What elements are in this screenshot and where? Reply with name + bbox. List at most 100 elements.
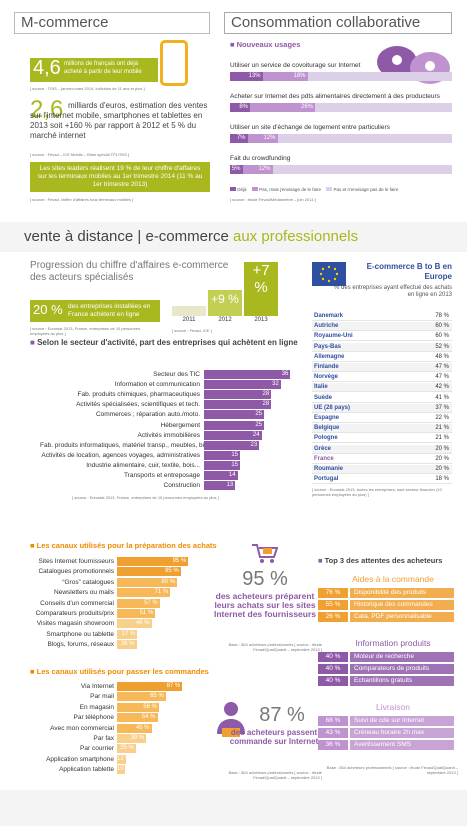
europe-row: Roumanie 20 % (312, 465, 452, 474)
collab-subtitle: ■ Nouveaux usages (230, 40, 301, 49)
chart-category-label: Hébergement (160, 421, 200, 429)
chart-bar: 27 % (117, 629, 138, 639)
progression-title: Progression du chiffre d'affaires e-comm… (30, 260, 229, 283)
mcommerce-title: M-commerce (14, 12, 210, 34)
collab-bar-done: 8% (230, 103, 250, 112)
chart-category-label: Conseils d'un commercial (40, 599, 114, 607)
collab-bar-rest (277, 134, 452, 143)
top3-item-text: Cata. PDF personnalisable (350, 612, 454, 622)
europe-row: Belgique 21 % (312, 424, 452, 434)
chart-category-label: Transports et entreposage (124, 472, 200, 479)
europe-country-name: Suède (314, 394, 333, 401)
europe-country-value: 21 % (435, 425, 449, 432)
top3-item-value: 43 % (318, 728, 348, 738)
collab-bar-heard: 12% (247, 134, 278, 143)
chart-category-label: Fab. produits informatiques, matériel tr… (40, 441, 231, 449)
europe-country-value: 78 % (435, 313, 449, 319)
progression-stat-box: des entreprises installées en France ach… (30, 300, 160, 322)
year-2012: 2012 (218, 317, 232, 323)
europe-country-value: 20 % (435, 445, 449, 452)
vad-band (0, 222, 467, 252)
chart-category-label: Visites magasin showroom (36, 620, 114, 628)
chart-bar: 56 % (117, 702, 159, 712)
europe-country-name: UE (28 pays) (314, 404, 351, 411)
prep-title: ■ Les canaux utilisés pour la préparatio… (30, 541, 217, 550)
top3-item-text: Avertissement SMS (350, 740, 454, 750)
top3-item-value: 68 % (318, 716, 348, 726)
cmd-source: Base : 564 acheteurs professionnels [ so… (228, 770, 322, 780)
top3-item-text: Moteur de recherche (350, 652, 454, 662)
chart-category-label: En magasin (79, 703, 114, 711)
chart-category-label: Commerces ; réparation auto./moto. (95, 411, 200, 419)
chart-bar: 57 % (117, 598, 160, 608)
growth-2013: +7 % (252, 262, 270, 296)
chart-category-label: Activités de location, agences voyages, … (41, 451, 200, 459)
collab-bar-done: 5% (230, 165, 243, 174)
top3-item-text: Disponibilité des produits (350, 588, 454, 598)
top3-item: 40 % Echantillons gratuits (318, 676, 456, 686)
europe-country-name: Royaume-Uni (314, 333, 353, 340)
top3-item-value: 40 % (318, 676, 348, 686)
europe-row: Allemagne 48 % (312, 352, 452, 362)
chart-bar: 87 % (117, 682, 183, 691)
europe-row: Pays-Bas 52 % (312, 342, 452, 352)
europe-row: Grèce 20 % (312, 444, 452, 454)
europe-row: France 20 % (312, 454, 452, 464)
collab-bar-heard: 26% (250, 103, 315, 112)
stat2-value: 2,6 (30, 96, 64, 123)
top3-item-value: 26 % (318, 612, 348, 622)
collab-source: [ source : étude Fevad/Médiamétrie – jui… (230, 197, 316, 202)
chart-bar: 71 % (117, 588, 171, 598)
chart-bar: 10 % (117, 765, 131, 775)
secteur-source: [ source : Eurostat 2013, France, entrep… (72, 495, 219, 500)
chart-bar: 46 % (117, 619, 152, 629)
chart-category-label: Par courrier (80, 745, 114, 753)
europe-source: [ source : Eurostat 2013, toutes les ent… (312, 487, 442, 497)
collab-legend: Déjà Pas, mais j'envisage de le faire Pa… (230, 187, 398, 192)
progression-bar-2011 (172, 306, 206, 316)
top3-item: 68 % Suivi de cde sur Internet (318, 716, 456, 726)
top3-item-value: 40 % (318, 652, 348, 662)
chart-bar: 54 % (117, 713, 158, 723)
europe-country-name: Grèce (314, 445, 332, 452)
europe-subtitle: % des entreprises ayant effectué des ach… (334, 285, 452, 298)
europe-country-value: 52 % (435, 343, 449, 350)
collab-bar-rest (272, 165, 452, 174)
chart-bar: 28 (204, 390, 272, 400)
europe-country-value: 60 % (435, 333, 449, 340)
stat1-text: millions de français ont déjà acheté à p… (64, 61, 142, 75)
chart-category-label: Par téléphone (73, 714, 114, 722)
progression-stat-value: 20 % (33, 302, 63, 317)
europe-title: E-commerce B to B en Europe (366, 262, 452, 281)
stat3-box: Les sites leaders réalisent 19 % de leur… (30, 162, 210, 192)
progression-stat-source: [ source : Eurostat 2013, France, entrep… (30, 326, 141, 336)
chart-category-label: “Gros” catalogues (62, 578, 114, 586)
top3-item-value: 76 % (318, 588, 348, 598)
phone-icon (160, 40, 188, 86)
top3-item: 43 % Créneau horaire 2h max (318, 728, 456, 738)
chart-bar: 26 % (117, 640, 137, 650)
stat1-value: 4,6 (33, 57, 61, 79)
collab-bar-done: 7% (230, 134, 248, 143)
chart-bar: 39 % (117, 734, 147, 743)
europe-country-value: 21 % (435, 435, 449, 442)
top3-item-text: Historique des commandes (350, 600, 454, 610)
europe-country-value: 47 % (435, 364, 449, 370)
top3-item: 76 % Disponibilité des produits (318, 588, 456, 598)
top3-title: ■ Top 3 des attentes des acheteurs (318, 556, 443, 565)
stat2-text: milliards d'euros, estimation des ventes… (30, 101, 208, 140)
chart-category-label: Smartphone ou tablette (46, 630, 114, 638)
chart-bar: 13 (204, 481, 236, 491)
prep-source: Base : 564 acheteurs professionnels [ so… (228, 642, 322, 652)
collab-bar-heard: 12% (242, 165, 273, 174)
growth-2012: +9 % (211, 292, 239, 306)
chart-category-label: Secteur des TIC (153, 371, 200, 378)
chart-category-label: Catalogues promotionnels (38, 568, 114, 576)
chart-category-label: Construction (163, 482, 201, 490)
europe-country-name: Danemark (314, 313, 344, 319)
year-2011: 2011 (182, 317, 196, 323)
chart-bar: 65 % (117, 692, 166, 702)
chart-bar: 25 (204, 410, 264, 420)
prep-big-text: des acheteurs préparent leurs achats sur… (213, 591, 317, 619)
chart-category-label: Newsletters ou mails (54, 589, 114, 597)
